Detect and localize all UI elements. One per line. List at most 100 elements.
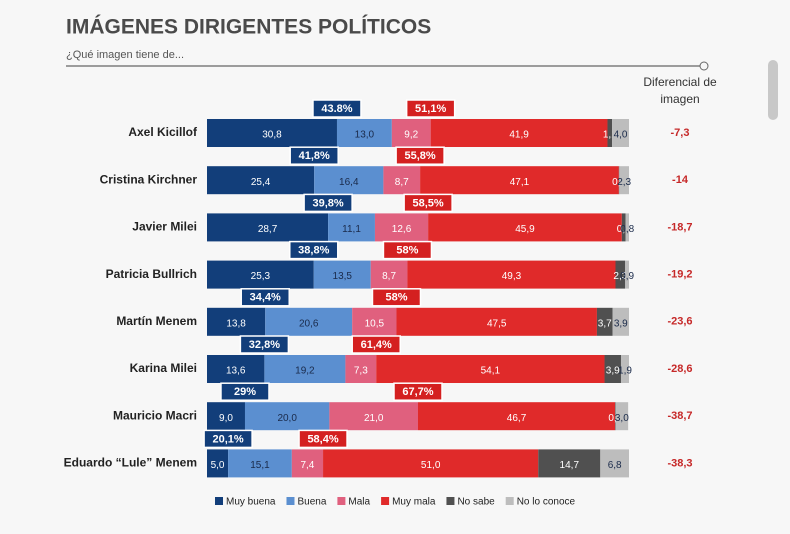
segment-label: 4,0 bbox=[614, 130, 628, 141]
bar-segment bbox=[228, 449, 292, 478]
bar-segment bbox=[621, 213, 626, 242]
bar-segment bbox=[418, 402, 616, 431]
bar-segment bbox=[345, 355, 377, 383]
legend-swatch bbox=[381, 497, 390, 505]
positive-total-label: 43.8% bbox=[321, 103, 352, 115]
segment-label: 49,3 bbox=[502, 271, 522, 282]
bar-segment bbox=[620, 355, 629, 383]
legend-label: Muy buena bbox=[226, 497, 276, 508]
bar-segment bbox=[265, 307, 353, 336]
positive-total-label: 39,8% bbox=[313, 197, 344, 209]
segment-label: 1,9 bbox=[618, 366, 632, 377]
bar-segment bbox=[207, 213, 329, 242]
bar-segment bbox=[352, 307, 397, 336]
bar-segment bbox=[604, 355, 621, 383]
segment-label: 47,1 bbox=[510, 177, 530, 188]
bar-segment bbox=[396, 307, 597, 336]
bar-segment bbox=[244, 402, 330, 431]
bar-segment bbox=[376, 355, 605, 383]
segment-label: 21,0 bbox=[364, 413, 384, 424]
positive-total-box bbox=[240, 288, 290, 307]
bar-segment bbox=[612, 307, 629, 336]
category-label: Martín Menem bbox=[116, 314, 197, 328]
positive-total-label: 29% bbox=[234, 386, 256, 398]
positive-total-box bbox=[239, 335, 290, 354]
segment-label: 20,0 bbox=[277, 413, 297, 424]
legend-label: Muy mala bbox=[392, 497, 436, 508]
segment-label: 6,8 bbox=[608, 460, 622, 471]
segment-label: 3,7 bbox=[598, 318, 612, 329]
segment-label: 1,1 bbox=[603, 130, 617, 141]
bar-segment bbox=[383, 166, 421, 195]
differential-label: -14 bbox=[672, 174, 689, 186]
segment-label: 10,5 bbox=[365, 318, 385, 329]
negative-total-box bbox=[298, 429, 348, 449]
segment-label: 14,7 bbox=[560, 460, 580, 471]
differential-header-box: Diferencial de imagen bbox=[643, 75, 717, 106]
differential-header: Diferencial de imagen bbox=[643, 75, 717, 106]
segment-label: 3,0 bbox=[615, 413, 629, 424]
segment-label: 2,3 bbox=[613, 271, 627, 282]
category-label: Eduardo “Lule” Menem bbox=[64, 456, 197, 470]
segment-label: 11,1 bbox=[342, 224, 361, 235]
legend-swatch bbox=[286, 497, 295, 505]
differential-label: -28,6 bbox=[667, 363, 692, 375]
bar-segment bbox=[538, 449, 601, 478]
segment-label: 5,0 bbox=[211, 460, 225, 471]
segment-label: 3,9 bbox=[614, 318, 628, 329]
bar-segment bbox=[291, 449, 324, 478]
positive-total-box bbox=[289, 146, 339, 165]
segment-label: 2,3 bbox=[617, 177, 631, 188]
category-label: Cristina Kirchner bbox=[100, 172, 198, 186]
positive-total-label: 32,8% bbox=[249, 339, 280, 351]
legend-swatch bbox=[215, 497, 223, 505]
bar-segment bbox=[314, 166, 384, 195]
category-label: Axel Kicillof bbox=[128, 125, 198, 139]
segment-label: 45,9 bbox=[515, 224, 535, 235]
segment-label: 7,3 bbox=[354, 366, 368, 377]
bar-segment bbox=[407, 260, 616, 289]
legend-label: Buena bbox=[297, 497, 326, 508]
negative-total-box bbox=[393, 382, 443, 401]
differential-label: -38,7 bbox=[667, 410, 692, 422]
segment-label: 28,7 bbox=[258, 224, 278, 235]
bar-segment bbox=[313, 260, 371, 289]
bar-segment bbox=[428, 213, 622, 242]
segment-label: 0,8 bbox=[620, 224, 634, 235]
positive-total-box bbox=[312, 99, 362, 118]
segment-label: 25,4 bbox=[251, 177, 271, 188]
bar-segment bbox=[336, 119, 392, 147]
positive-total-label: 34,4% bbox=[250, 292, 281, 304]
positive-total-box bbox=[220, 382, 270, 401]
negative-total-label: 67,7% bbox=[402, 386, 433, 398]
negative-total-box bbox=[403, 193, 453, 213]
bar-segment bbox=[323, 449, 539, 478]
category-label: Javier Milei bbox=[132, 220, 197, 234]
negative-total-box bbox=[351, 335, 401, 354]
bar-segment bbox=[374, 213, 429, 242]
bar-segment bbox=[207, 260, 314, 289]
segment-label: 13,0 bbox=[355, 130, 375, 141]
bar-segment bbox=[596, 307, 613, 336]
bar-segment bbox=[607, 119, 613, 147]
positive-total-label: 38,8% bbox=[298, 245, 329, 257]
differential-label: -18,7 bbox=[667, 221, 692, 233]
negative-total-label: 58,4% bbox=[307, 433, 338, 445]
bar-segment bbox=[600, 449, 629, 478]
differential-label: -7,3 bbox=[671, 127, 690, 139]
negative-total-box bbox=[405, 99, 456, 118]
negative-total-box bbox=[395, 146, 445, 165]
bar-segment bbox=[615, 402, 629, 431]
negative-total-label: 55,8% bbox=[405, 150, 436, 162]
segment-label: 0,9 bbox=[617, 224, 631, 235]
differential-label: -19,2 bbox=[667, 269, 692, 281]
bar-segment bbox=[328, 213, 375, 242]
positive-total-box bbox=[289, 240, 339, 260]
divider-end bbox=[699, 61, 709, 71]
legend-label: No lo conoce bbox=[517, 497, 576, 508]
negative-total-box bbox=[382, 240, 433, 260]
segment-label: 54,1 bbox=[481, 366, 501, 377]
negative-total-label: 58% bbox=[396, 245, 418, 257]
category-label: Karina Milei bbox=[130, 361, 197, 375]
